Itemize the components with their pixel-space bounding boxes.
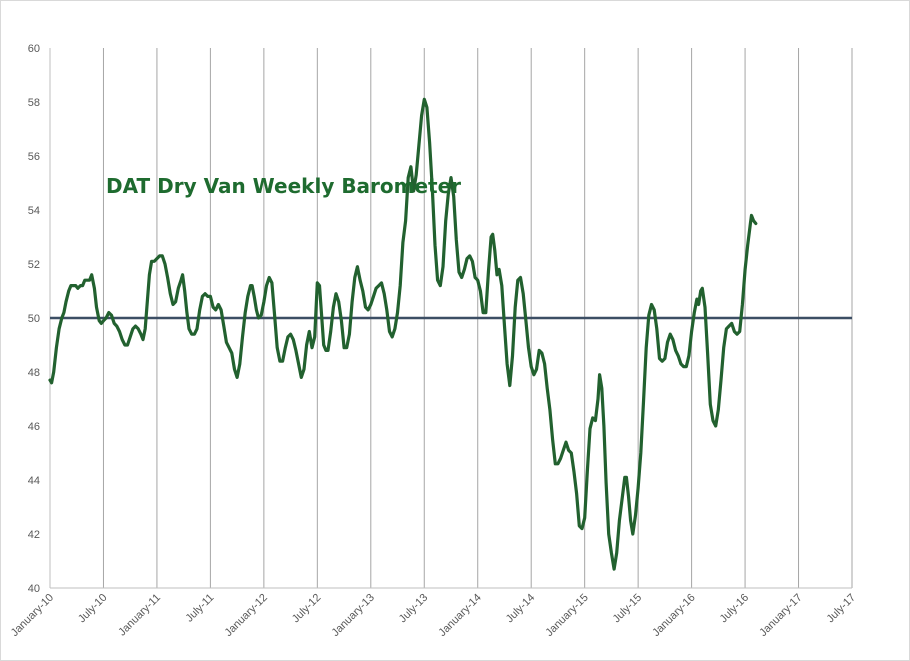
y-tick-label: 56 (28, 151, 40, 163)
x-tick-label: July-16 (718, 592, 752, 626)
y-tick-label: 46 (28, 421, 40, 433)
y-tick-label: 50 (28, 313, 40, 325)
x-tick-label: January-12 (223, 592, 270, 639)
x-tick-label: January-17 (757, 592, 804, 639)
x-tick-label: July-14 (504, 592, 538, 626)
x-tick-label: January-11 (116, 592, 163, 639)
x-tick-label: January-14 (436, 592, 483, 639)
x-tick-label: July-10 (76, 592, 110, 626)
y-tick-label: 54 (28, 205, 40, 217)
chart-title: DAT Dry Van Weekly Barometer (106, 174, 462, 198)
x-axis-tick-labels: January-10 July-10 January-11 July-11 Januar… (9, 592, 858, 639)
y-tick-label: 60 (28, 43, 40, 55)
x-tick-label: January-15 (543, 592, 590, 639)
y-tick-label: 42 (28, 529, 40, 541)
x-tick-label: July-11 (184, 592, 217, 625)
series-line-0 (48, 97, 758, 571)
series-barometer (48, 97, 758, 571)
x-tick-label: July-17 (825, 592, 859, 626)
x-tick-label: July-12 (290, 592, 324, 626)
x-tick-label: January-16 (650, 592, 697, 639)
x-tick-label: July-13 (397, 592, 431, 626)
y-tick-label: 44 (28, 475, 40, 487)
y-axis-tick-labels: 40 42 44 46 48 50 52 54 56 58 60 (28, 43, 40, 595)
x-tick-label: January-10 (9, 592, 56, 639)
y-tick-label: 58 (28, 97, 40, 109)
x-tick-label: January-13 (330, 592, 377, 639)
y-tick-label: 48 (28, 367, 40, 379)
y-tick-label: 40 (28, 583, 40, 595)
x-tick-label: July-15 (611, 592, 645, 626)
y-tick-label: 52 (28, 259, 40, 271)
